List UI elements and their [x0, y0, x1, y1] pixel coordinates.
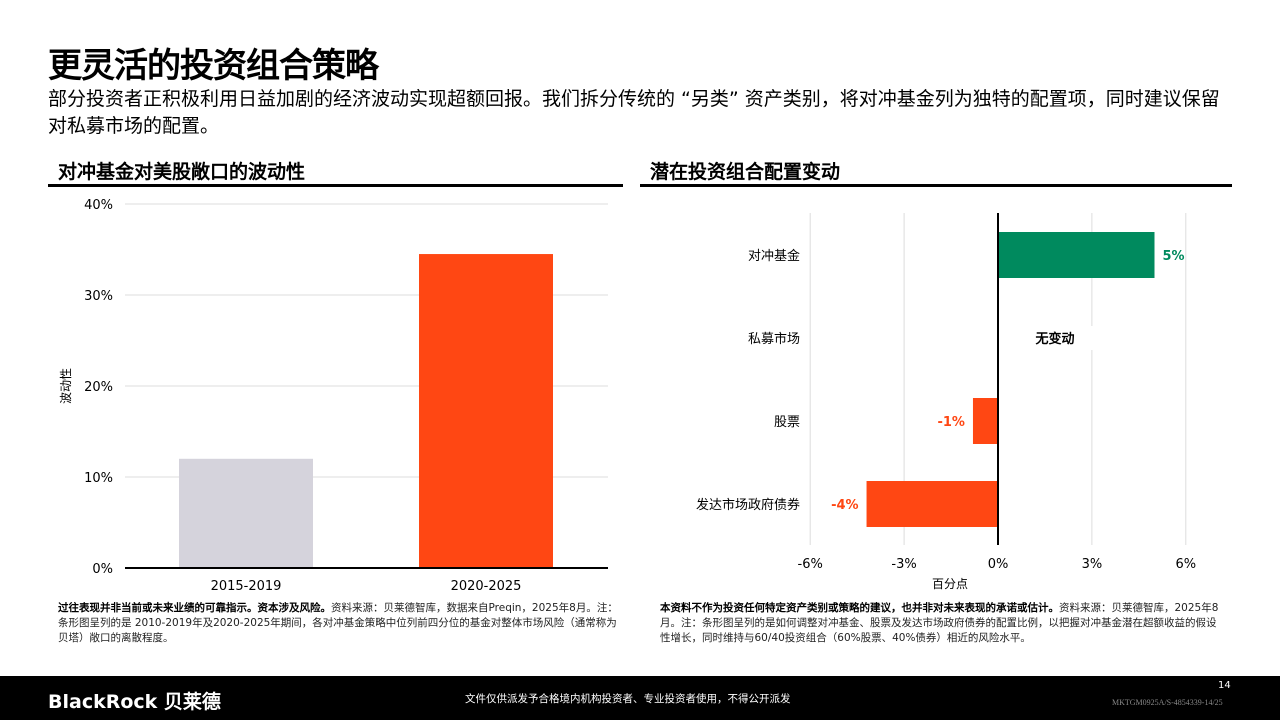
right-note-text: 资料来源：贝莱德智库，2025年8月。注：条形图呈列的是如何调整对冲基金、股票及… — [660, 602, 1219, 644]
y-tick-label: 20% — [84, 380, 113, 395]
data-label: 无变动 — [1034, 331, 1074, 347]
data-label: -4% — [831, 498, 858, 513]
left-note: 过往表现并非当前或未来业绩的可靠指示。资本涉及风险。资料来源：贝莱德智库，数据来… — [58, 601, 618, 646]
doc-code: MKTGM0925A/S-4854339-14/25 — [1112, 698, 1223, 707]
right-note-bold: 本资料不作为投资任何特定资产类别或策略的建议，也并非对未来表现的承诺或估计。 — [660, 602, 1059, 614]
right-section-title: 潜在投资组合配置变动 — [650, 161, 841, 183]
right-note: 本资料不作为投资任何特定资产类别或策略的建议，也并非对未来表现的承诺或估计。资料… — [660, 601, 1220, 646]
label-bg — [1010, 326, 1098, 350]
left-note-text: 资料来源：贝莱德智库，数据来自Preqin，2025年8月。注：条形图呈列的是 … — [58, 602, 618, 644]
data-label: -1% — [937, 415, 964, 430]
y-tick-label: 40% — [84, 198, 113, 213]
category-label: 发达市场政府债券 — [696, 497, 800, 513]
page-subtitle: 部分投资者正积极利用日益加剧的经济波动实现超额回报。我们拆分传统的 “另类” 资… — [48, 88, 1220, 137]
x-tick-label: -3% — [891, 557, 916, 572]
x-tick-label: 2015-2019 — [211, 579, 282, 594]
left-note-bold: 过往表现并非当前或未来业绩的可靠指示。资本涉及风险。 — [58, 602, 331, 614]
bar-2015-2019 — [179, 458, 313, 568]
x-tick-label: 6% — [1175, 557, 1196, 572]
x-tick-label: 0% — [988, 557, 1009, 572]
bar-发达市场政府债券 — [866, 481, 998, 527]
bar-对冲基金 — [998, 232, 1155, 278]
x-tick-label: 3% — [1082, 557, 1103, 572]
page-number: 14 — [1218, 680, 1231, 691]
right-rule — [640, 184, 1232, 187]
x-tick-label: 2020-2025 — [451, 579, 522, 594]
category-label: 对冲基金 — [748, 248, 800, 264]
left-rule — [48, 184, 623, 187]
x-tick-label: -6% — [798, 557, 823, 572]
x-axis-label: 百分点 — [932, 577, 968, 591]
bar-2020-2025 — [419, 254, 553, 569]
category-label: 股票 — [774, 415, 800, 430]
y-tick-label: 10% — [84, 471, 113, 486]
data-label: 5% — [1163, 249, 1185, 264]
y-tick-label: 0% — [92, 562, 113, 577]
footer: BlackRock 贝莱德 文件仅供派发予合格境内机构投资者、专业投资者使用，不… — [0, 676, 1280, 720]
blackrock-logo: BlackRock 贝莱德 — [48, 691, 221, 713]
bar-股票 — [972, 398, 998, 444]
y-axis-label: 波动性 — [59, 368, 73, 404]
left-section-title: 对冲基金对美股敞口的波动性 — [58, 161, 306, 183]
category-label: 私募市场 — [748, 331, 800, 347]
y-tick-label: 30% — [84, 289, 113, 304]
page-title: 更灵活的投资组合策略 — [48, 46, 379, 86]
footer-disclaimer: 文件仅供派发予合格境内机构投资者、专业投资者使用，不得公开派发 — [465, 693, 791, 705]
